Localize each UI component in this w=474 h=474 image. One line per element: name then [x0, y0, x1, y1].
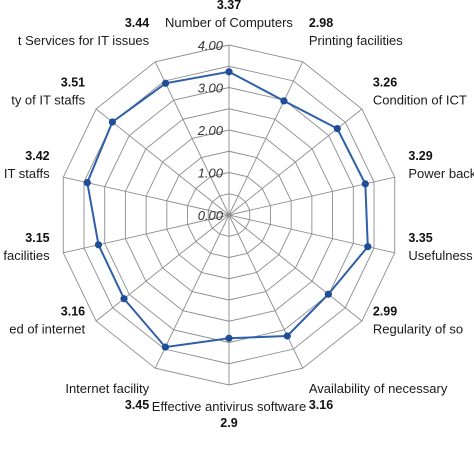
value-label: 3.42 [25, 149, 49, 163]
series-point [280, 97, 288, 105]
axis-label: Usefulness [408, 248, 473, 263]
axis-label: Internet facility [65, 381, 149, 396]
series-point [94, 241, 103, 249]
series-point [364, 243, 372, 251]
axis-label: Power back [408, 166, 474, 181]
axis-label: Regularity of so [373, 322, 463, 337]
series-point [324, 290, 332, 298]
axis-label: Condition of ICT [373, 92, 467, 107]
grid-spoke [95, 108, 230, 216]
grid-spoke [154, 214, 230, 369]
value-label: 2.99 [373, 305, 397, 319]
radar-axis-labels: Number of Computers 3.37 Printing faciliti… [3, 0, 474, 430]
value-label: 3.35 [408, 231, 432, 245]
axis-label: Number of Computers [165, 15, 293, 30]
grid-spoke [228, 61, 304, 216]
axis-label: ed of internet [9, 322, 85, 337]
grid-spoke [228, 108, 363, 216]
series-point [161, 79, 170, 87]
value-label: 3.37 [217, 0, 241, 12]
series-point [83, 179, 91, 187]
value-label: 3.45 [125, 398, 149, 412]
tick-label: 0.00 [198, 208, 224, 223]
tick-label: 1.00 [198, 166, 224, 181]
grid-spoke [228, 214, 304, 369]
value-label: 2.98 [309, 16, 333, 30]
grid-spoke [228, 214, 363, 322]
axis-label: Printing facilities [309, 33, 403, 48]
series-point [333, 125, 341, 133]
axis-label: facilities [3, 248, 50, 263]
radar-grid [62, 44, 396, 386]
axis-label: IT staffs [4, 166, 50, 181]
grid-spoke [63, 176, 230, 216]
series-point [361, 180, 369, 188]
tick-label: 4.00 [198, 38, 224, 53]
grid-spoke [63, 214, 230, 254]
value-label: 3.44 [125, 16, 149, 30]
series-point [161, 343, 169, 351]
grid-spoke [154, 61, 230, 216]
tick-label: 3.00 [198, 81, 224, 96]
value-label: 3.51 [61, 75, 85, 89]
series-point [225, 68, 233, 76]
value-label: 3.15 [25, 231, 49, 245]
value-label: 3.29 [408, 149, 432, 163]
axis-label: t Services for IT issues [18, 33, 150, 48]
radar-tick-labels: 0.00 1.00 2.00 3.00 4.00 [197, 38, 224, 223]
value-label: 3.16 [309, 398, 333, 412]
axis-label: Availability of necessary [309, 381, 448, 396]
tick-label: 2.00 [197, 123, 224, 138]
radar-series [83, 68, 372, 351]
value-label: 3.26 [373, 75, 397, 89]
series-point [283, 332, 291, 340]
value-label: 2.9 [220, 416, 237, 430]
series-line [86, 70, 369, 349]
series-point [225, 334, 233, 342]
series-point [108, 118, 116, 126]
axis-label: ty of IT staffs [11, 92, 85, 107]
value-label: 3.16 [61, 305, 85, 319]
axis-label: Effective antivirus software [152, 399, 306, 414]
series-point [120, 295, 128, 303]
grid-spoke [95, 214, 230, 322]
